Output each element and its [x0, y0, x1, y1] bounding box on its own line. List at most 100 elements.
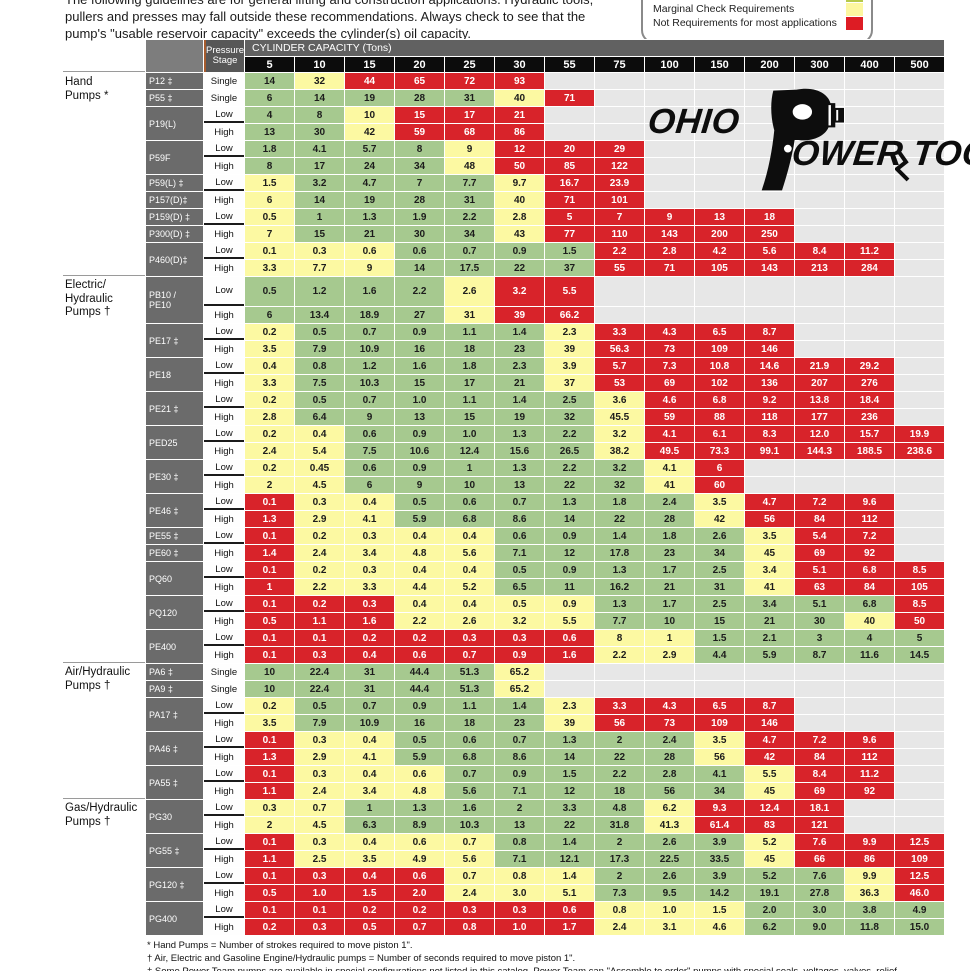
table-row: PE400 Low 0.1 0.1 0.2 0.2 0.3 0.3 0.6 8 1 1.5 2.1 3 4 5: [146, 630, 945, 663]
capacity-cell: 0.3: [295, 834, 345, 850]
capacity-cell: 0.6: [545, 630, 595, 646]
pressure-stage-cell: High: [204, 715, 245, 731]
capacity-cell: 7.7: [295, 260, 345, 276]
capacity-cell: 4.8: [395, 783, 445, 799]
capacity-cell: 0.2: [295, 596, 345, 612]
capacity-cell: 0.9: [545, 562, 595, 578]
capacity-cell: 17: [295, 158, 345, 174]
capacity-cell: 6: [245, 90, 295, 106]
pressure-stage-cell: Low: [204, 175, 245, 191]
green-swatch-icon: [846, 0, 863, 2]
pressure-stage-cell: Low: [204, 141, 245, 157]
pump-name: PE30 ‡: [146, 460, 203, 493]
capacity-cell: 13.8: [795, 392, 845, 408]
capacity-cell: 37: [545, 260, 595, 276]
capacity-cell: 2: [495, 800, 545, 816]
capacity-cell: 6.5: [495, 579, 545, 595]
capacity-cell: 10: [345, 107, 395, 123]
capacity-cell: 92: [845, 545, 895, 561]
group-label-hand-pumps: Hand Pumps *: [65, 76, 109, 102]
capacity-cell: 3.0: [795, 902, 845, 918]
capacity-cell: [795, 124, 845, 140]
capacity-cell: [845, 175, 895, 191]
capacity-cell: [895, 460, 945, 476]
capacity-cell: 0.3: [295, 766, 345, 782]
capacity-cell: 3.5: [695, 732, 745, 748]
table-row: PA46 ‡ Low 0.1 0.3 0.4 0.5 0.6 0.7 1.3 2 2.4 3.5 4.7…: [146, 732, 945, 765]
capacity-cell: 1.6: [445, 800, 495, 816]
capacity-cell: 2.6: [445, 277, 495, 306]
capacity-cell: 0.1: [245, 562, 295, 578]
table-row: PQ60 Low 0.1 0.2 0.3 0.4 0.4 0.5 0.9 1.3 1.7 2.5 3.4…: [146, 562, 945, 595]
legend-item-recommended: [653, 0, 865, 2]
capacity-cell: [795, 681, 845, 697]
capacity-cell: 7.9: [295, 341, 345, 357]
capacity-cell: 31: [445, 90, 495, 106]
capacity-cell: 4.9: [895, 902, 945, 918]
capacity-cell: [745, 124, 795, 140]
capacity-cell: 1.7: [645, 596, 695, 612]
capacity-cell: 2.4: [645, 494, 695, 510]
pump-name: PG55 ‡: [146, 834, 203, 867]
capacity-cell: 18: [745, 209, 795, 225]
capacity-cell: 8.7: [745, 324, 795, 340]
capacity-cell: [645, 158, 695, 174]
capacity-cell: 30: [395, 226, 445, 242]
capacity-cell: 14.5: [895, 647, 945, 663]
capacity-cell: 0.2: [395, 630, 445, 646]
capacity-cell: 0.1: [245, 630, 295, 646]
capacity-cell: 1.6: [395, 358, 445, 374]
capacity-cell: 99.1: [745, 443, 795, 459]
capacity-cell: 22.4: [295, 664, 345, 680]
capacity-cell: 1.4: [495, 324, 545, 340]
pressure-stage-cell: Low: [204, 528, 245, 544]
capacity-cell: 3.3: [245, 260, 295, 276]
capacity-cell: [845, 664, 895, 680]
capacity-cell: [845, 715, 895, 731]
capacity-cell: 0.3: [345, 528, 395, 544]
pressure-stage-cell: High: [204, 307, 245, 323]
capacity-cell: 200: [695, 226, 745, 242]
capacity-cell: 0.5: [245, 613, 295, 629]
capacity-cell: 1.6: [345, 613, 395, 629]
capacity-cell: 0.6: [495, 528, 545, 544]
capacity-cell: 10.9: [345, 715, 395, 731]
capacity-cell: 1.4: [245, 545, 295, 561]
capacity-cell: 30: [795, 613, 845, 629]
capacity-cell: [895, 375, 945, 391]
capacity-cell: 22: [595, 749, 645, 765]
table-row: P460(D)‡ Low 0.1 0.3 0.6 0.6 0.7 0.9 1.5 2.2 2.8 4.…: [146, 243, 945, 276]
capacity-cell: [845, 460, 895, 476]
capacity-cell: [745, 277, 795, 306]
capacity-cell: 31: [345, 664, 395, 680]
capacity-cell: 45: [745, 783, 795, 799]
capacity-cell: 3.6: [595, 392, 645, 408]
capacity-cell: 16.2: [595, 579, 645, 595]
capacity-cell: 32: [595, 477, 645, 493]
capacity-cell: 1.0: [445, 426, 495, 442]
capacity-cell: 40: [845, 613, 895, 629]
capacity-cell: [695, 73, 745, 89]
table-row: High 0.2 0.3 0.5 0.7 0.8 1.0 1.7 2.4 3.1 4.6 6.2 9.0…: [146, 919, 945, 935]
pump-name: PE55 ‡: [146, 528, 203, 544]
capacity-cell: 2.5: [295, 851, 345, 867]
capacity-cell: 18: [445, 715, 495, 731]
capacity-cell: 3.9: [695, 834, 745, 850]
capacity-cell: [845, 209, 895, 225]
table-row: P59(L) ‡ Low 1.5 3.2 4.7 7 7.7 9.7 16.7 23.9: [146, 175, 945, 191]
capacity-cell: 0.4: [345, 868, 395, 884]
pump-name: P12 ‡: [146, 73, 203, 89]
capacity-cell: 1.5: [545, 766, 595, 782]
capacity-cell: 4.7: [345, 175, 395, 191]
capacity-cell: 0.1: [245, 902, 295, 918]
capacity-cell: 19: [345, 192, 395, 208]
pump-name: PA55 ‡: [146, 766, 203, 799]
capacity-cell: [645, 277, 695, 306]
capacity-cell: 0.4: [345, 834, 395, 850]
capacity-cell: [795, 277, 845, 306]
capacity-cell: [645, 141, 695, 157]
capacity-cell: 0.2: [295, 528, 345, 544]
capacity-cell: 110: [595, 226, 645, 242]
capacity-cell: 2.5: [695, 596, 745, 612]
capacity-cell: 1.3: [495, 426, 545, 442]
